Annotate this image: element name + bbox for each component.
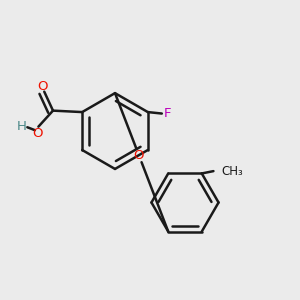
Text: O: O: [33, 127, 43, 140]
Text: O: O: [134, 149, 144, 162]
Text: H: H: [16, 120, 26, 133]
Text: O: O: [38, 80, 48, 93]
Text: CH₃: CH₃: [221, 165, 243, 178]
Text: F: F: [164, 107, 171, 120]
